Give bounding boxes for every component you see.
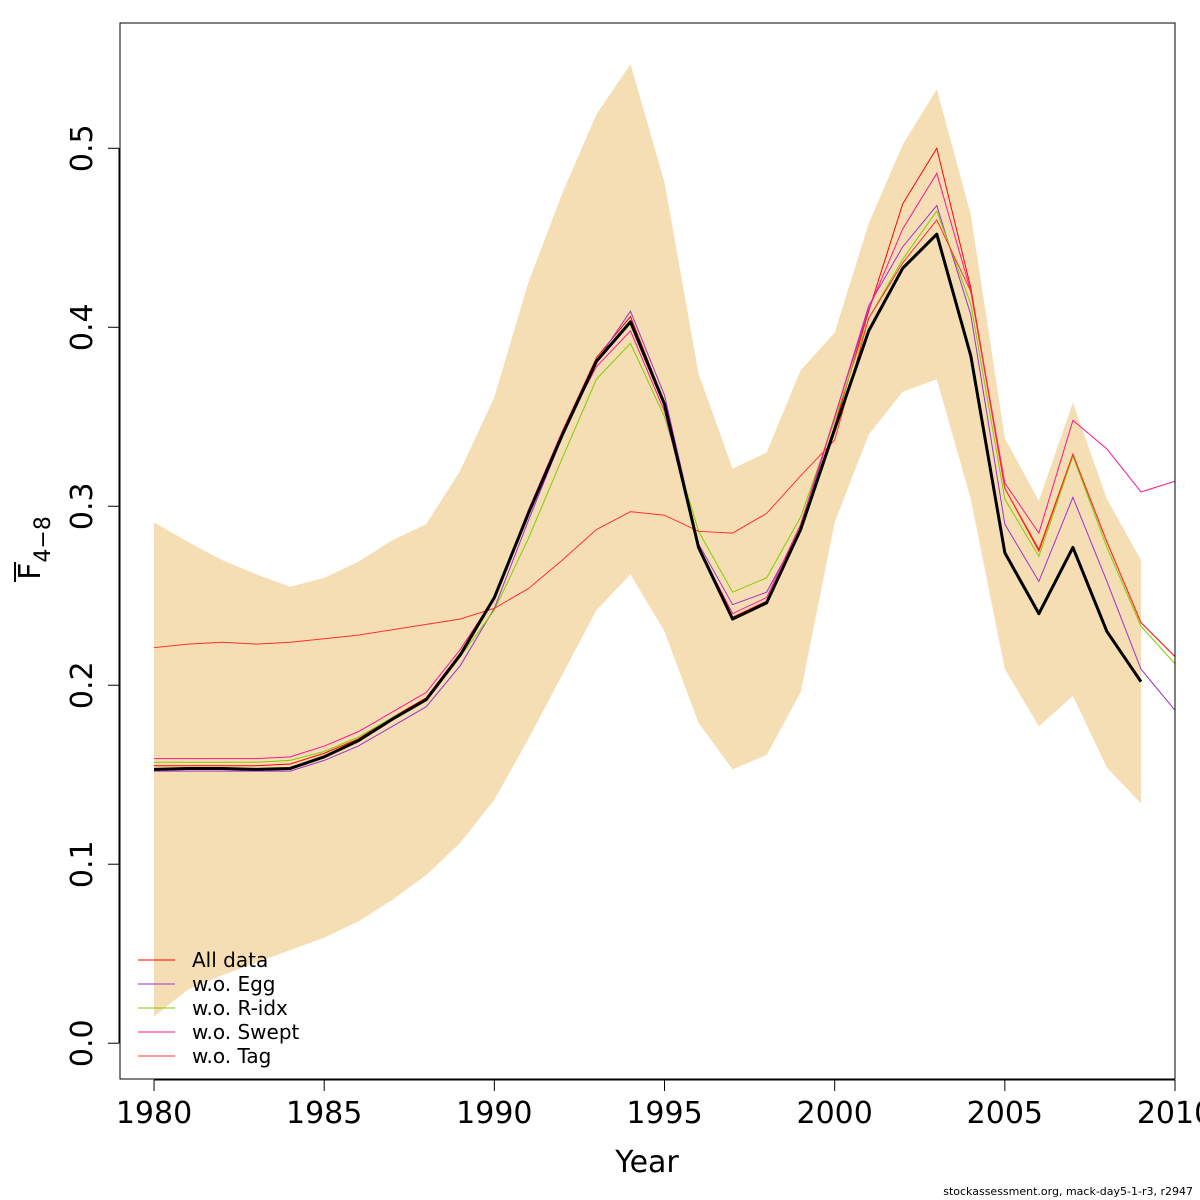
x-tick-label: 1980: [116, 1096, 192, 1131]
confidence-band: [154, 64, 1141, 1017]
legend-label: w.o. Egg: [192, 972, 276, 996]
y-tick-label: 0.3: [65, 482, 100, 530]
x-axis-title: Year: [614, 1145, 679, 1180]
legend-label: w.o. R-idx: [192, 996, 288, 1020]
main-estimate-layer: [153, 232, 1143, 771]
series-line-w-o-tag: [153, 218, 1142, 649]
x-tick-label: 1985: [286, 1096, 362, 1131]
plot-frame: [119, 22, 1176, 1080]
series-line-w-o-swept: [154, 172, 1175, 760]
legend-label: w.o. Swept: [192, 1020, 300, 1044]
footer-credit: stockassessment.org, mack-day5-1-r3, r29…: [943, 1185, 1193, 1198]
y-tick-label: 0.5: [65, 124, 100, 172]
y-tick-label: 0.0: [65, 1019, 100, 1067]
x-tick-label: 1990: [456, 1096, 532, 1131]
x-tick-label: 1995: [626, 1096, 702, 1131]
y-axis-title: F4−8: [13, 516, 56, 582]
y-tick-label: 0.2: [65, 661, 100, 709]
legend-label: All data: [192, 948, 268, 972]
confidence-band-layer: [154, 64, 1141, 1017]
legend-label: w.o. Tag: [192, 1044, 271, 1068]
y-tick-label: 0.4: [65, 303, 100, 351]
series-line-w-o-egg: [154, 204, 1175, 772]
y-axis-title-main: F: [13, 563, 48, 580]
series-line-w-o-r-idx: [154, 209, 1175, 763]
y-axis-title-subscript: 4−8: [31, 516, 56, 562]
main-estimate-line: [153, 232, 1143, 771]
x-tick-label: 2000: [796, 1096, 872, 1131]
svg-text:F4−8: F4−8: [13, 516, 56, 580]
x-tick-label: 2005: [967, 1096, 1043, 1131]
y-tick-label: 0.1: [65, 840, 100, 888]
